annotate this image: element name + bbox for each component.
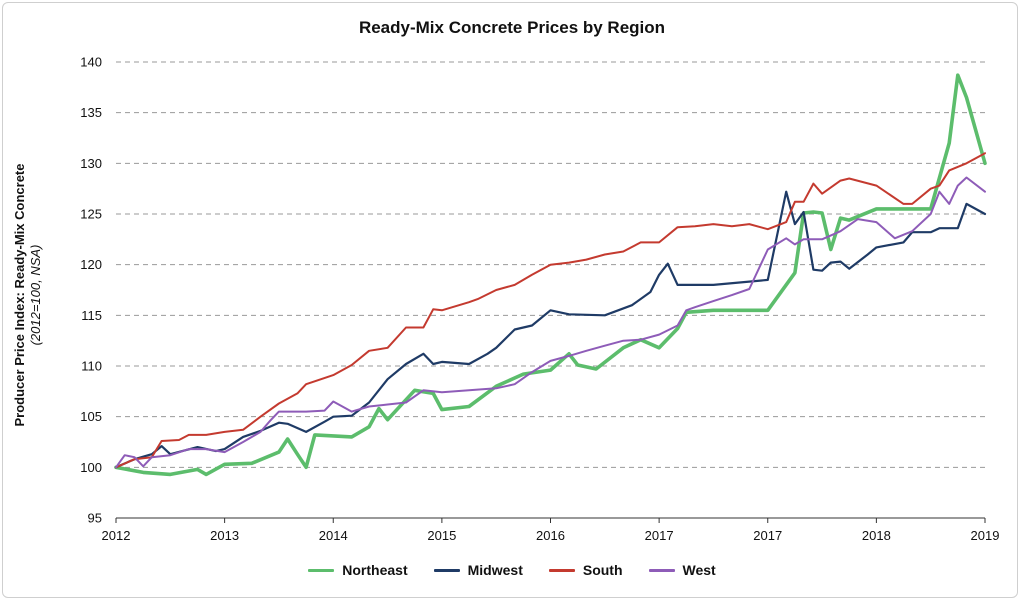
- legend-label: Northeast: [342, 562, 408, 578]
- legend-swatch: [548, 568, 575, 572]
- y-tick-label: 95: [88, 511, 102, 526]
- x-tick-label: 2018: [862, 528, 891, 543]
- legend-swatch: [433, 568, 460, 572]
- y-tick-label: 120: [80, 257, 102, 272]
- chart-title: Ready-Mix Concrete Prices by Region: [358, 18, 666, 37]
- y-tick-label: 105: [80, 409, 102, 424]
- x-tick-label: 2013: [210, 528, 239, 543]
- y-tick-label: 115: [81, 308, 102, 323]
- x-tick-label: 2014: [319, 528, 348, 543]
- legend: Northeast Midwest South West: [0, 562, 1024, 578]
- legend-label: West: [682, 562, 716, 578]
- x-tick-label: 2019: [971, 528, 1000, 543]
- x-tick-label: 2017: [645, 528, 674, 543]
- y-tick-label: 135: [80, 105, 102, 120]
- x-tick-label: 2016: [536, 528, 565, 543]
- legend-item-northeast: Northeast: [308, 562, 408, 578]
- legend-item-midwest: Midwest: [433, 562, 523, 578]
- legend-label: South: [582, 562, 623, 578]
- legend-item-south: South: [548, 562, 623, 578]
- series-line-south: [115, 152, 986, 469]
- y-tick-label: 125: [80, 207, 102, 222]
- series-line-midwest: [114, 190, 987, 469]
- legend-label: Midwest: [467, 562, 523, 578]
- y-tick-label: 130: [80, 156, 102, 171]
- series-line-west: [115, 176, 986, 469]
- y-tick-label: 100: [80, 460, 102, 475]
- y-tick-label: 140: [80, 55, 102, 70]
- legend-item-west: West: [648, 562, 716, 578]
- y-tick-label: 110: [81, 359, 102, 374]
- series-line-northeast: [114, 73, 987, 477]
- legend-swatch: [308, 568, 335, 572]
- x-tick-label: 2015: [427, 528, 456, 543]
- legend-swatch: [648, 568, 675, 572]
- x-tick-label: 2012: [102, 528, 131, 543]
- x-tick-label: 2017: [753, 528, 782, 543]
